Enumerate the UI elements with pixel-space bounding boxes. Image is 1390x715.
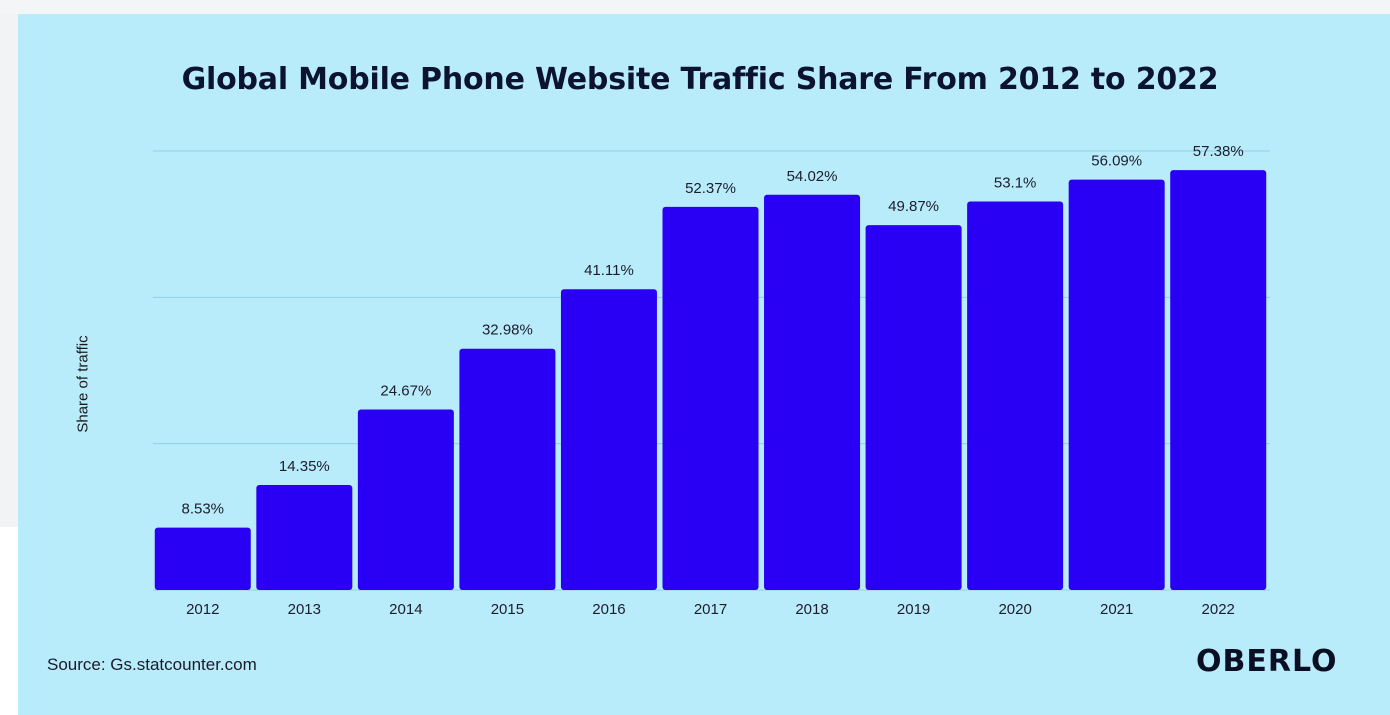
data-label-2019: 49.87% <box>888 198 939 215</box>
bar-2016 <box>560 289 657 590</box>
bar-2019 <box>865 225 962 590</box>
x-tick-2015: 2015 <box>491 601 524 618</box>
bar-2020 <box>967 201 1064 591</box>
x-tick-2014: 2014 <box>389 601 422 618</box>
page-margin <box>0 527 18 715</box>
x-tick-2013: 2013 <box>288 601 321 618</box>
bar-2017 <box>662 206 759 590</box>
chart-title: Global Mobile Phone Website Traffic Shar… <box>181 62 1219 97</box>
x-tick-2012: 2012 <box>186 601 219 618</box>
data-label-2012: 8.53% <box>181 501 224 518</box>
data-label-2017: 52.37% <box>685 180 736 197</box>
x-tick-2018: 2018 <box>795 601 828 618</box>
bar-2014 <box>357 409 454 590</box>
x-tick-2022: 2022 <box>1202 601 1235 618</box>
data-label-2014: 24.67% <box>380 382 431 399</box>
data-label-2013: 14.35% <box>279 458 330 475</box>
data-label-2018: 54.02% <box>787 168 838 185</box>
data-label-2020: 53.1% <box>994 174 1037 191</box>
x-tick-2019: 2019 <box>897 601 930 618</box>
page-background <box>0 0 1390 14</box>
data-label-2022: 57.38% <box>1193 143 1244 160</box>
bar-2012 <box>154 527 251 590</box>
bar-2015 <box>459 348 556 590</box>
source-note: Source: Gs.statcounter.com <box>47 655 257 674</box>
bar-2022 <box>1170 170 1267 590</box>
x-tick-2021: 2021 <box>1100 601 1133 618</box>
data-label-2016: 41.11% <box>584 262 634 279</box>
data-label-2021: 56.09% <box>1091 153 1142 170</box>
bar-2018 <box>764 194 861 590</box>
x-tick-2017: 2017 <box>694 601 727 618</box>
bar-2021 <box>1068 179 1165 591</box>
x-tick-2016: 2016 <box>592 601 625 618</box>
x-tick-2020: 2020 <box>998 601 1031 618</box>
bar-2013 <box>256 485 353 590</box>
oberlo-logo: OBERLO <box>1196 644 1338 679</box>
data-label-2015: 32.98% <box>482 322 533 339</box>
